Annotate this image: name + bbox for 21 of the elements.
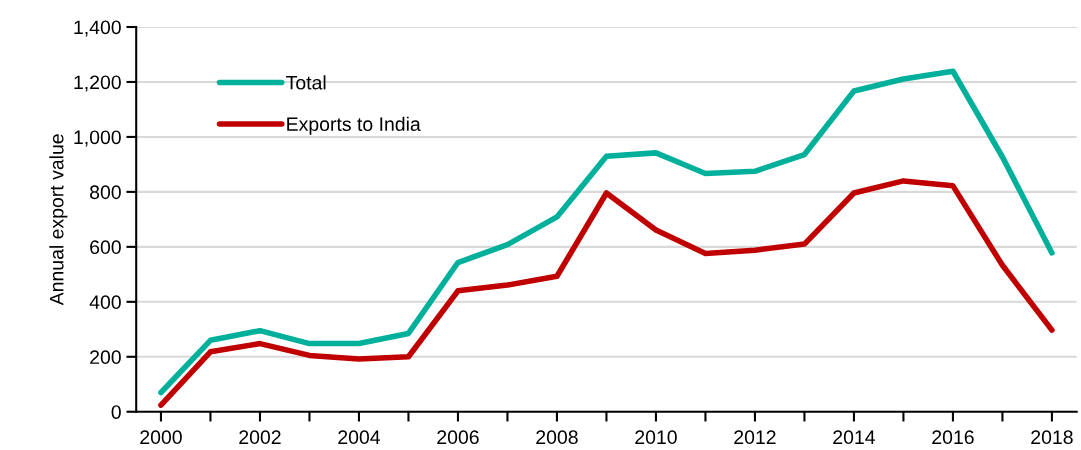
x-tick-label: 2018 — [1031, 430, 1073, 445]
x-tick-label: 2006 — [437, 430, 479, 445]
legend-label: Exports to India — [287, 116, 421, 135]
x-tick-label: 2000 — [140, 430, 182, 445]
x-tick-label: 2012 — [734, 430, 776, 445]
y-tick-label: 1,400 — [74, 20, 121, 37]
x-tick-label: 2008 — [536, 430, 578, 445]
y-tick-label: 800 — [90, 185, 121, 200]
legend-label: Total — [286, 75, 326, 90]
y-axis-title: Annual export value — [49, 134, 68, 306]
y-tick-label: 1,000 — [74, 130, 121, 147]
y-tick-label: 0 — [111, 405, 121, 419]
x-tick-label: 2010 — [635, 430, 677, 445]
y-tick-label: 600 — [90, 240, 121, 255]
x-tick-label: 2014 — [833, 430, 875, 445]
x-tick-label: 2016 — [932, 430, 974, 445]
y-tick-label: 1,200 — [74, 75, 121, 92]
y-tick-label: 200 — [90, 350, 121, 365]
x-tick-label: 2004 — [338, 430, 381, 445]
y-tick-label: 400 — [89, 295, 121, 310]
x-tick-label: 2002 — [239, 430, 281, 445]
